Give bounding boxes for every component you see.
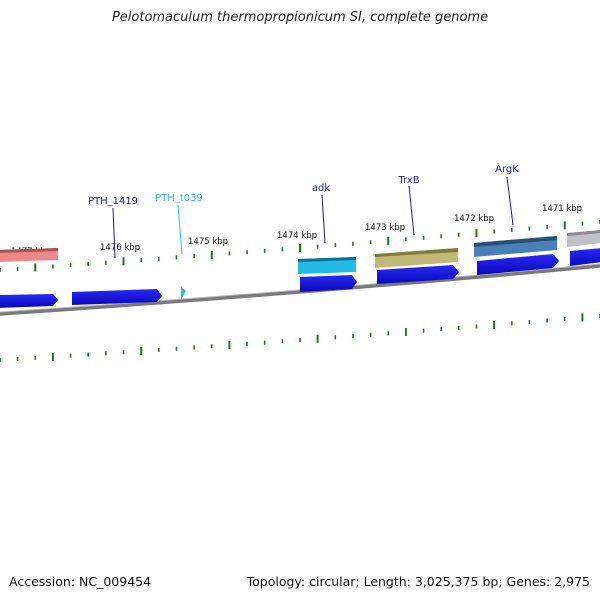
feature-track — [0, 230, 600, 274]
accession-text: Accession: NC_009454 — [9, 574, 152, 589]
map-title: Pelotomaculum thermopropionicum SI, comp… — [111, 10, 489, 25]
kbp-label: 1471 kbp — [542, 204, 582, 214]
gene-label-pth-1419[interactable]: PTH_1419 — [88, 196, 138, 207]
cds-arrow[interactable] — [477, 254, 559, 275]
cds-arrow[interactable] — [570, 248, 600, 266]
gene-argk[interactable] — [474, 236, 557, 257]
gene-trxb[interactable] — [375, 248, 458, 268]
gene-label-pth-t039[interactable]: PTH_t039 — [155, 193, 203, 204]
inner-tick-marks — [0, 313, 600, 362]
cds-arrow[interactable] — [72, 289, 162, 305]
cds-arrow[interactable] — [377, 265, 459, 284]
cds-arrow[interactable] — [0, 294, 58, 308]
outer-tick-marks — [0, 220, 600, 272]
kbp-label: 1472 kbp — [454, 214, 494, 224]
gene-salmon[interactable] — [0, 248, 58, 262]
gene-labels: PTH_1419 PTH_t039 adk TrxB ArgK — [88, 164, 519, 207]
kbp-label: 1473 kbp — [365, 223, 405, 233]
kbp-label: 1475 kbp — [188, 237, 228, 247]
leader-lines — [112, 176, 514, 259]
gene-gray[interactable] — [567, 230, 600, 247]
gene-label-trxb[interactable]: TrxB — [397, 175, 419, 186]
cds-arrow[interactable] — [300, 275, 357, 292]
kbp-label: 1476 kbp — [100, 243, 140, 253]
cds-track — [0, 248, 600, 308]
cds-arrow-trna[interactable] — [181, 287, 186, 300]
gene-adk[interactable] — [298, 257, 356, 274]
gene-label-argk[interactable]: ArgK — [495, 164, 519, 175]
kbp-label: 1474 kbp — [277, 231, 317, 241]
topology-text: Topology: circular; Length: 3,025,375 bp… — [246, 574, 590, 589]
gene-label-adk[interactable]: adk — [312, 183, 330, 194]
